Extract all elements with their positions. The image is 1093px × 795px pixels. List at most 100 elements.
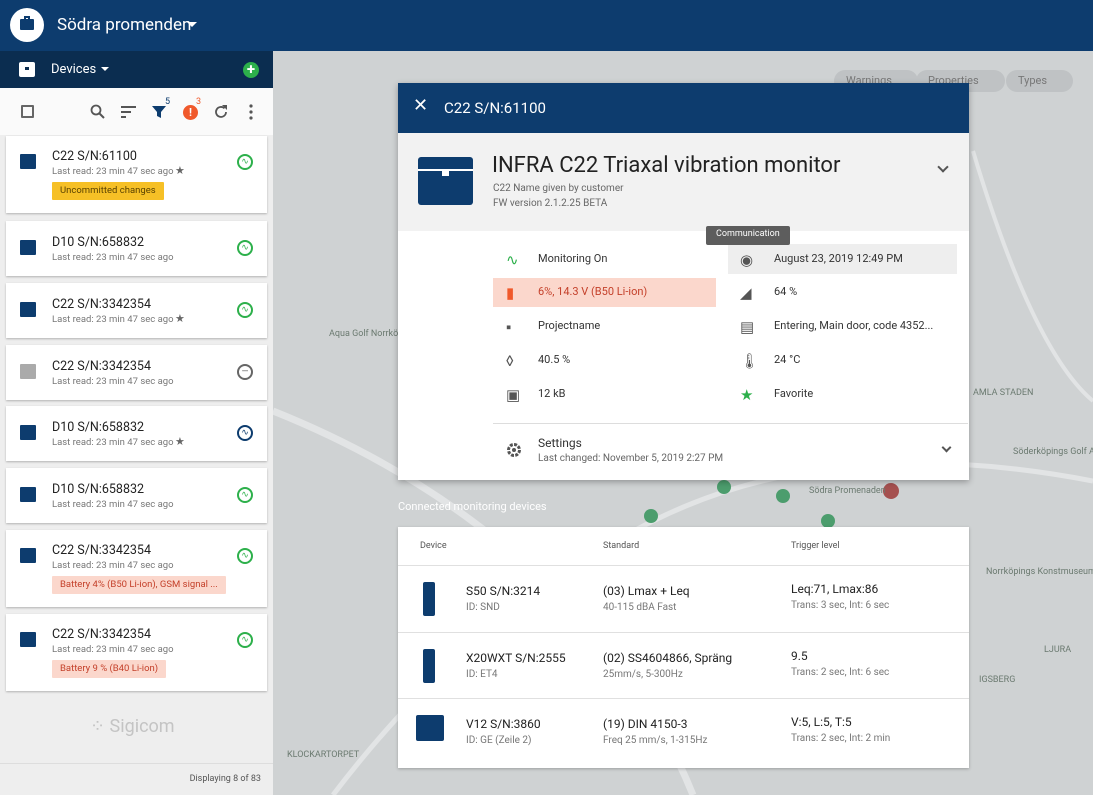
device-icon [20, 302, 36, 317]
connected-table: Device Standard Trigger level S50 S/N:32… [398, 527, 969, 768]
device-icon [418, 157, 473, 205]
column-header: Standard [603, 541, 640, 551]
status-tag: Battery 4% (B50 Li-ion), GSM signal ... [52, 576, 226, 594]
device-card[interactable]: C22 S/N:3342354 Last read: 23 min 47 sec … [6, 345, 267, 400]
cell-sub: ID: ET4 [466, 669, 498, 680]
info-value: 24 °C [774, 353, 801, 366]
row-divider [398, 632, 969, 633]
custom-name: C22 Name given by customer [493, 183, 624, 194]
filter[interactable] [152, 105, 166, 119]
cell-main: Leq:71, Lmax:86 [791, 582, 879, 596]
settings-icon [507, 443, 521, 457]
row-divider [398, 565, 969, 566]
info-value: Entering, Main door, code 4352... [774, 319, 934, 332]
project-icon[interactable] [10, 8, 44, 42]
warning-icon[interactable]: ! [183, 105, 198, 120]
device-card[interactable]: D10 S/N:658832 Last read: 23 min 47 sec a… [6, 406, 267, 461]
sidebar: Devices + 5 ! 3 ⁘ Sigicom Displaying 8 o… [0, 51, 273, 795]
map-label: KLOCKARTORPET [287, 750, 360, 760]
device-card[interactable]: D10 S/N:658832 Last read: 23 min 47 sec a… [6, 468, 267, 523]
last-read: Last read: 23 min 47 sec ago [52, 376, 174, 387]
last-read: Last read: 23 min 47 sec ago [52, 560, 174, 571]
expand[interactable] [941, 442, 952, 453]
status-icon: ∿ [237, 548, 253, 564]
star: ★ [175, 312, 185, 325]
project-dropdown[interactable] [187, 22, 197, 32]
map-label: IGSBERG [979, 675, 1016, 685]
device-icon [20, 240, 36, 255]
panel-header: ✕ C22 S/N:61100 [398, 83, 969, 133]
status-icon: ∿ [237, 632, 253, 648]
info-value: 64 % [774, 285, 798, 298]
device-card[interactable]: C22 S/N:61100 Last read: 23 min 47 sec ag… [6, 136, 267, 213]
close[interactable]: ✕ [413, 95, 429, 116]
column-header: Trigger level [791, 541, 840, 551]
sidebar-title[interactable]: Devices [51, 62, 97, 77]
device-card[interactable]: C22 S/N:3342354 Last read: 23 min 47 sec … [6, 283, 267, 338]
add-button[interactable]: + [243, 62, 259, 78]
map-label: LJURA [1044, 645, 1072, 655]
device-summary: INFRA C22 Triaxal vibration monitor C22 … [398, 133, 969, 231]
info-icon: ◉ [740, 251, 754, 269]
cell-sub: Trans: 3 sec, Int: 6 sec [791, 600, 890, 611]
device-card[interactable]: C22 S/N:3342354 Last read: 23 min 47 sec … [6, 530, 267, 607]
dropdown[interactable] [101, 67, 109, 75]
device-name: C22 S/N:3342354 [52, 627, 151, 642]
cell-sub: 40-115 dBA Fast [603, 602, 677, 613]
device-name: C22 S/N:3342354 [52, 297, 151, 312]
device-card[interactable]: C22 S/N:3342354 Last read: 23 min 47 sec … [6, 614, 267, 691]
cell-main: (02) SS4604866, Spräng [603, 651, 733, 665]
cell-main: 9.5 [791, 649, 808, 663]
map-label: Norrköpings Konstmuseum [986, 567, 1093, 577]
warning-badge: 3 [196, 97, 202, 107]
refresh[interactable] [213, 104, 229, 120]
select-all[interactable] [21, 105, 34, 118]
settings-title[interactable]: Settings [538, 436, 582, 450]
status-tag: Uncommitted changes [52, 182, 164, 200]
status-icon: ∿ [237, 302, 253, 318]
map-label: Söderköpings Golf AB [1013, 447, 1093, 457]
logo: ⁘ Sigicom [90, 716, 175, 737]
top-bar: Södra promenden [0, 0, 1093, 51]
cell-main: (19) DIN 4150-3 [603, 717, 688, 731]
device-name: INFRA C22 Triaxal vibration monitor [492, 153, 841, 178]
project-name[interactable]: Södra promenden [57, 15, 192, 35]
cell-sub: ID: SND [466, 602, 500, 613]
cell-sub: Trans: 2 sec, Int: 6 sec [791, 667, 890, 678]
sidebar-header: Devices + [0, 51, 273, 88]
status-icon: ∿ [237, 154, 253, 170]
footer-text: Displaying 8 of 83 [189, 774, 261, 784]
device-icon [423, 649, 435, 683]
device-icon [416, 715, 444, 741]
cell-sub: 25mm/s, 5-300Hz [603, 669, 683, 680]
section-title: Connected monitoring devices [398, 500, 547, 513]
search[interactable] [90, 104, 106, 120]
column-header: Device [420, 541, 447, 551]
sort[interactable] [121, 105, 137, 119]
info-icon: ★ [740, 386, 754, 404]
battery-highlight [493, 278, 716, 307]
divider [493, 423, 968, 424]
info-icon: ▮ [506, 284, 515, 302]
row-highlight[interactable] [728, 244, 957, 274]
cell-sub: Trans: 2 sec, Int: 2 min [791, 733, 891, 744]
info-value: 6%, 14.3 V (B50 Li-ion) [538, 285, 648, 298]
map-label: Södra Promenaden [809, 486, 886, 496]
last-read: Last read: 23 min 47 sec ago [52, 166, 174, 177]
map-filter[interactable]: Types [1006, 70, 1074, 92]
info-value: Favorite [774, 387, 814, 400]
cell-main: S50 S/N:3214 [466, 584, 541, 598]
device-name: C22 S/N:3342354 [52, 543, 151, 558]
fw-version: FW version 2.1.2.25 BETA [493, 198, 608, 209]
info-value: Monitoring On [538, 252, 608, 265]
expand[interactable] [937, 161, 949, 173]
info-value: 12 kB [538, 387, 566, 400]
last-read: Last read: 23 min 47 sec ago [52, 437, 174, 448]
device-name: D10 S/N:658832 [52, 482, 145, 497]
more[interactable] [248, 104, 254, 120]
cell-main: (03) Lmax + Leq [603, 584, 690, 598]
device-icon [20, 632, 36, 647]
device-name: C22 S/N:3342354 [52, 359, 151, 374]
device-card[interactable]: D10 S/N:658832 Last read: 23 min 47 sec a… [6, 221, 267, 276]
